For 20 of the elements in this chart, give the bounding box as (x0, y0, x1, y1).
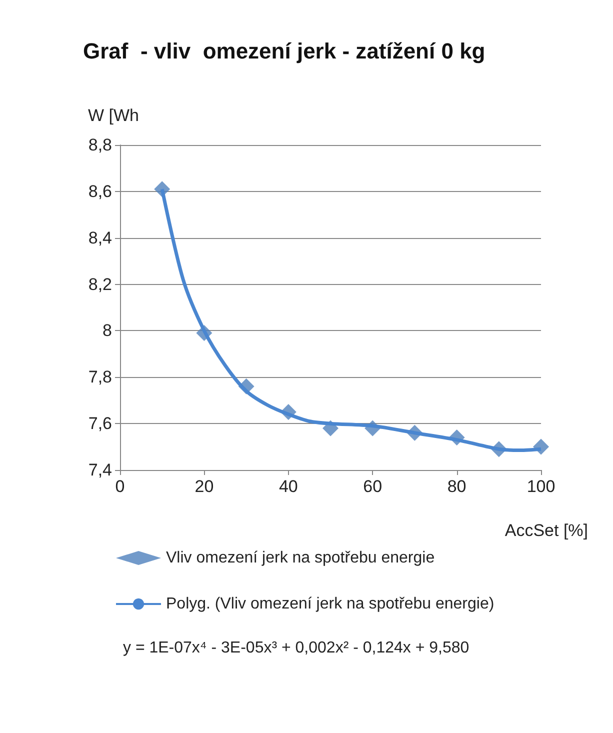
y-tick-label: 8,2 (88, 274, 112, 294)
y-axis-title: W [Wh (88, 106, 139, 125)
x-tick-label: 0 (115, 477, 125, 496)
x-tick-label: 100 (526, 477, 556, 496)
y-tick-label: 8,8 (88, 136, 112, 154)
y-tick-label: 7,4 (88, 460, 112, 480)
x-tick-label: 40 (278, 477, 298, 496)
legend-label: Vliv omezení jerk na spotřebu energie (166, 550, 435, 566)
y-tick-label: 8 (102, 321, 112, 340)
x-tick-label: 80 (447, 477, 466, 496)
chart-title: Graf - vliv omezení jerk - zatížení 0 kg (83, 38, 486, 64)
x-tick-label: 60 (363, 477, 382, 496)
legend-label: Polyg. (Vliv omezení jerk na spotřebu energie) (166, 596, 494, 612)
text: y = 1E-07x⁴ - 3E-05x³ + 0,002x² - 0,124x + 9,580 (123, 640, 470, 656)
y-tick-label: 8,4 (88, 228, 112, 248)
x-axis-title: AccSet [%] (504, 521, 588, 540)
y-tick-label: 7,6 (88, 414, 112, 434)
y-tick-label: 8,6 (88, 182, 112, 201)
x-tick-label: 20 (194, 477, 214, 496)
y-tick-label: 7,8 (88, 368, 112, 387)
